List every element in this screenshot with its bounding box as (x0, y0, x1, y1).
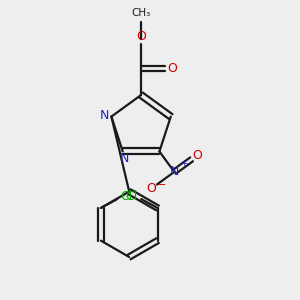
Text: +: + (180, 159, 188, 168)
Text: N: N (100, 109, 110, 122)
Text: O: O (192, 149, 202, 162)
Text: N: N (119, 152, 129, 165)
Text: O: O (136, 30, 146, 43)
Text: Cl: Cl (125, 190, 138, 202)
Text: CH₃: CH₃ (131, 8, 151, 18)
Text: O: O (167, 62, 177, 75)
Text: −: − (157, 180, 166, 190)
Text: Cl: Cl (121, 190, 133, 202)
Text: O: O (147, 182, 157, 195)
Text: N: N (169, 165, 179, 178)
